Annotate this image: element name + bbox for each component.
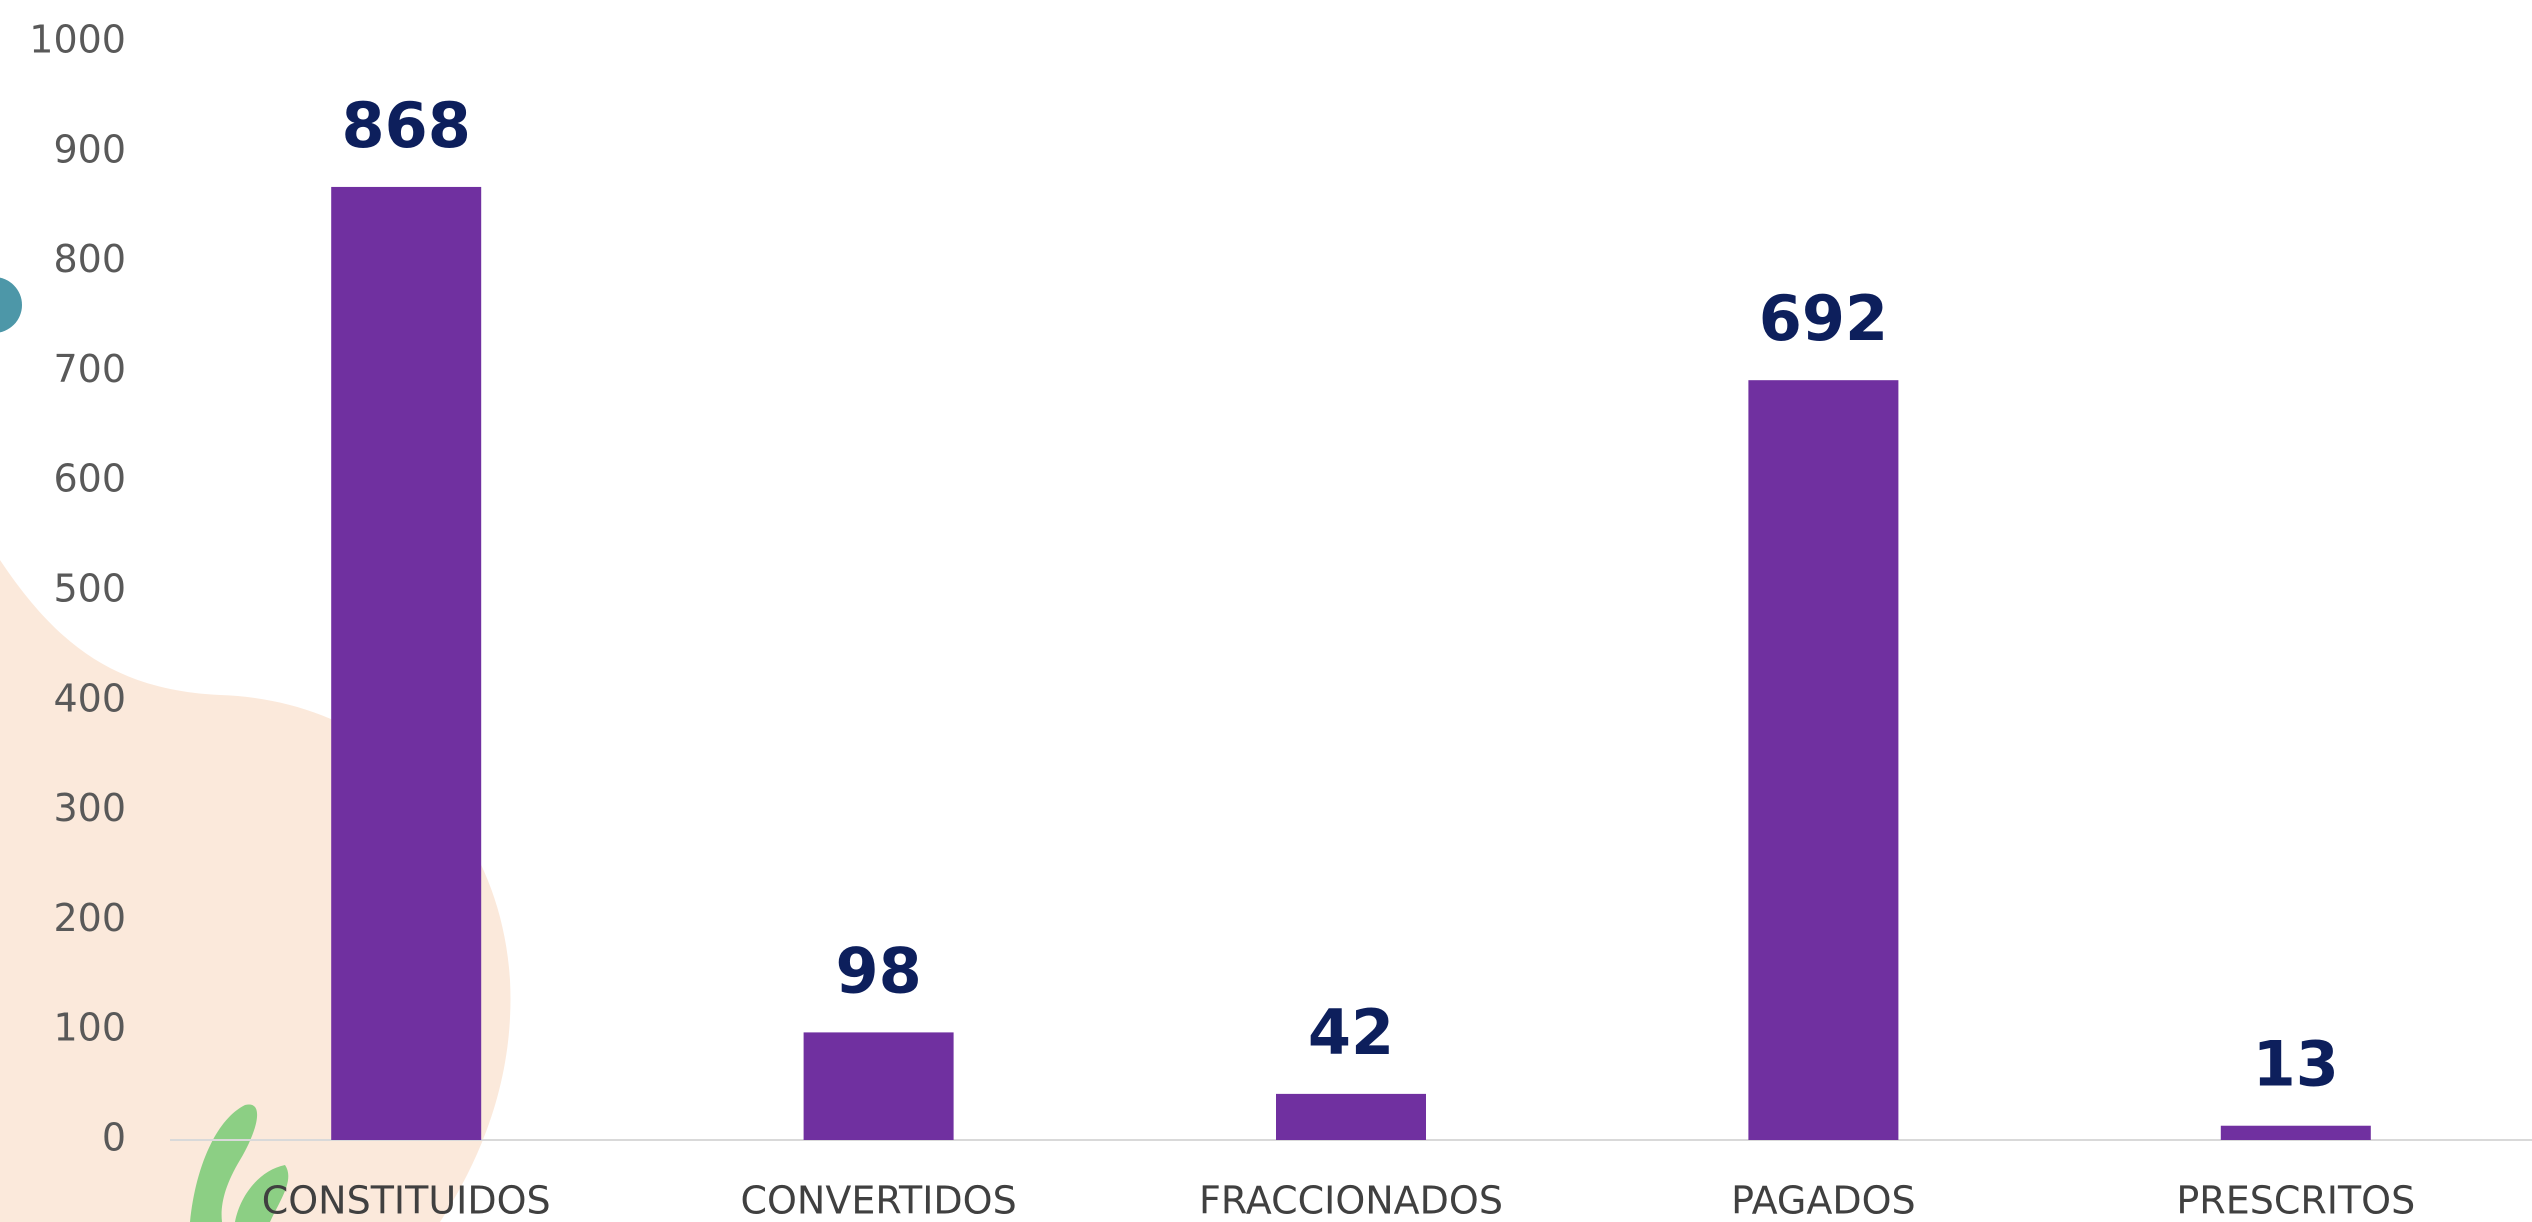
x-tick-label: CONVERTIDOS [740,1179,1016,1222]
y-tick-label: 100 [53,1006,126,1050]
leaf [190,1104,258,1222]
data-label: 692 [1759,282,1888,355]
y-tick-label: 300 [53,786,126,830]
y-tick-label: 700 [53,347,126,391]
y-tick-label: 900 [53,127,126,171]
data-label: 868 [341,89,470,162]
y-tick-label: 600 [53,457,126,501]
data-label: 42 [1308,996,1394,1069]
data-label: 13 [2253,1028,2339,1101]
leaf [235,1165,289,1222]
x-tick-label: PRESCRITOS [2176,1179,2415,1222]
teal-circle [0,277,22,333]
bar [1276,1093,1426,1140]
y-tick-label: 0 [102,1116,126,1160]
y-tick-label: 500 [53,567,126,611]
data-label: 98 [835,934,921,1007]
bar [2220,1125,2371,1140]
bar [1748,380,1899,1141]
x-tick-label: FRACCIONADOS [1199,1179,1503,1222]
y-tick-label: 1000 [29,18,126,62]
y-tick-label: 200 [53,896,126,940]
x-tick-label: CONSTITUIDOS [262,1179,551,1222]
bar [331,186,482,1140]
x-tick-label: PAGADOS [1731,1179,1916,1222]
plot-area: 0 100 200 300 400 500 600 700 800 900 1000 CONSTITU… [29,18,2532,1222]
y-tick-label: 800 [53,237,126,281]
y-tick-label: 400 [53,676,126,720]
bar [803,1032,954,1140]
